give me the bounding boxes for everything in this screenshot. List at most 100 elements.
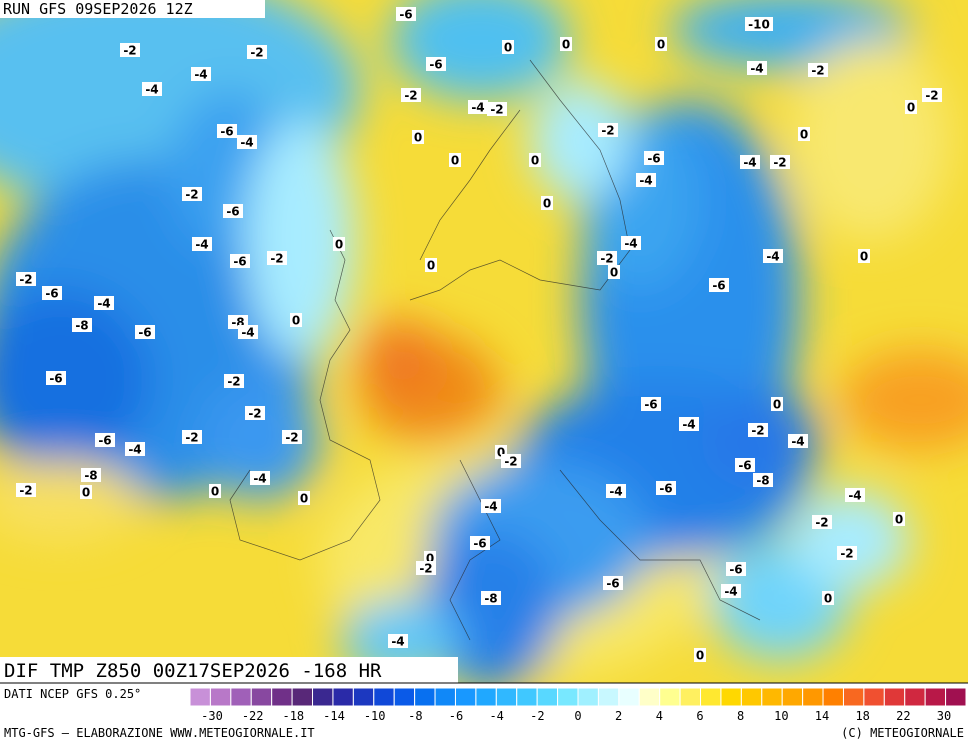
- run-box: [0, 0, 265, 18]
- label-box: [606, 484, 626, 498]
- colorbar-tick-label: -6: [449, 709, 463, 723]
- contour-label: -8: [84, 469, 97, 483]
- contour-label: -2: [504, 455, 517, 469]
- label-box: [182, 430, 202, 444]
- contour-label: -6: [429, 58, 442, 72]
- contour-label: -8: [756, 474, 769, 488]
- label-box: [396, 7, 416, 21]
- colorbar-swatch: [761, 687, 783, 707]
- colorbar-swatch: [189, 687, 211, 707]
- colorbar-tick-label: 8: [737, 709, 744, 723]
- label-box: [541, 196, 553, 210]
- contour-label: -2: [751, 424, 764, 438]
- contour-label: -4: [724, 585, 737, 599]
- contour-label: -2: [815, 516, 828, 530]
- label-box: [608, 265, 620, 279]
- title-box: [0, 657, 458, 683]
- label-box: [812, 515, 832, 529]
- colorbar-swatch: [822, 687, 844, 707]
- label-box: [845, 488, 865, 502]
- source-note: DATI NCEP GFS 0.25°: [4, 687, 141, 701]
- contour-label: 0: [657, 38, 665, 52]
- label-box: [401, 88, 421, 102]
- contour-label: -6: [98, 434, 111, 448]
- label-box: [735, 458, 755, 472]
- label-box: [333, 237, 345, 251]
- colorbar-swatch: [434, 687, 456, 707]
- contour-label: 0: [292, 314, 300, 328]
- colorbar-swatch: [495, 687, 518, 707]
- label-box: [449, 153, 461, 167]
- label-box: [267, 251, 287, 265]
- colorbar-swatch: [618, 687, 640, 707]
- contour-label: -6: [659, 482, 672, 496]
- colorbar-swatch: [475, 687, 497, 707]
- label-box: [837, 546, 857, 560]
- label-box: [16, 272, 36, 286]
- colorbar-swatch: [945, 687, 967, 707]
- contour-label: -2: [19, 484, 32, 498]
- colorbar-swatch: [924, 687, 947, 707]
- contour-label: -6: [220, 125, 233, 139]
- label-box: [748, 423, 768, 437]
- label-box: [721, 584, 741, 598]
- label-box: [245, 406, 265, 420]
- colorbar-tick-label: -8: [408, 709, 422, 723]
- contour-label: -4: [391, 635, 404, 649]
- label-box: [135, 325, 155, 339]
- contour-label: -2: [270, 252, 283, 266]
- label-box: [426, 57, 446, 71]
- label-box: [230, 254, 250, 268]
- colorbar-swatch: [454, 687, 477, 707]
- colorbar: -30 -22 -18 -14 -10 -8 -6 -4 -2 0 2 4 6 8 10 14 18 22 30: [189, 687, 967, 723]
- label-box: [858, 249, 870, 263]
- contour-label: -6: [738, 459, 751, 473]
- copyright: (C) METEOGIORNALE: [841, 726, 964, 740]
- contour-label: 0: [504, 41, 512, 55]
- colorbar-tick-label: 0: [574, 709, 581, 723]
- colorbar-swatch: [250, 687, 273, 707]
- colorbar-swatch: [393, 687, 416, 707]
- contour-label: -4: [624, 237, 637, 251]
- label-box: [771, 397, 783, 411]
- label-box: [282, 430, 302, 444]
- label-box: [16, 483, 36, 497]
- contour-label: -4: [194, 68, 207, 82]
- run-label: RUN GFS 09SEP2026 12Z: [3, 0, 193, 18]
- colorbar-swatch: [802, 687, 824, 707]
- label-box: [217, 124, 237, 138]
- colorbar-tick-label: -2: [530, 709, 544, 723]
- colorbar-tick-label: 22: [896, 709, 910, 723]
- colorbar-swatch: [659, 687, 681, 707]
- label-box: [425, 258, 437, 272]
- label-box: [893, 512, 905, 526]
- contour-label: -4: [484, 500, 497, 514]
- contour-label: 0: [610, 266, 618, 280]
- label-box: [745, 17, 773, 31]
- label-box: [72, 318, 92, 332]
- label-box: [42, 286, 62, 300]
- contour-label: 0: [82, 486, 90, 500]
- colorbar-swatch: [352, 687, 375, 707]
- contour-label: 0: [824, 592, 832, 606]
- label-box: [798, 127, 810, 141]
- contour-label: -4: [639, 174, 652, 188]
- label-box: [487, 102, 507, 116]
- label-box: [501, 454, 521, 468]
- label-box: [468, 100, 488, 114]
- colorbar-swatch: [679, 687, 702, 707]
- contour-label: 0: [531, 154, 539, 168]
- contour-label: -2: [490, 103, 503, 117]
- contour-label: 0: [414, 131, 422, 145]
- contour-label: -8: [75, 319, 88, 333]
- label-box: [655, 37, 667, 51]
- contour-label: -6: [606, 577, 619, 591]
- label-box: [788, 434, 808, 448]
- contour-label: 0: [895, 513, 903, 527]
- colorbar-swatch: [516, 687, 538, 707]
- contour-label: 0: [696, 649, 704, 663]
- contour-label: 0: [907, 101, 915, 115]
- colorbar-swatch: [781, 687, 804, 707]
- label-box: [905, 100, 917, 114]
